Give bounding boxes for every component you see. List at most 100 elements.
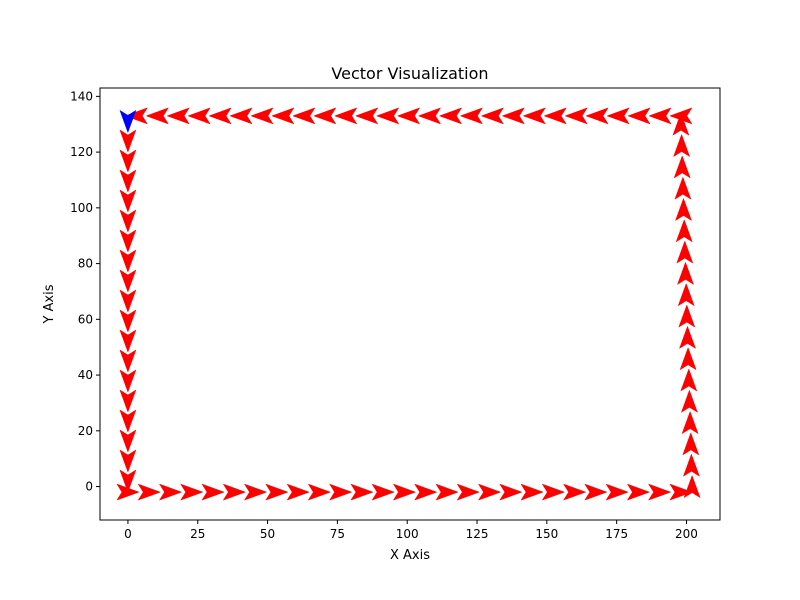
vector-arrow	[499, 483, 523, 501]
vector-arrow	[673, 155, 691, 179]
vector-arrow	[119, 189, 137, 213]
vector-arrow	[166, 107, 190, 125]
chart-title: Vector Visualization	[331, 64, 488, 83]
vector-arrow	[119, 329, 137, 353]
vector-arrow	[243, 483, 268, 501]
x-axis-label: X Axis	[390, 548, 430, 563]
vector-arrow	[119, 209, 137, 233]
vector-arrow	[648, 483, 672, 501]
vector-arrow	[396, 107, 421, 125]
x-tick-label: 0	[124, 527, 132, 541]
vector-arrow	[265, 483, 289, 501]
vector-arrow	[313, 107, 337, 125]
vector-arrow	[119, 289, 137, 313]
vector-arrow	[477, 483, 502, 501]
vector-arrow	[677, 282, 695, 307]
vector-arrow	[119, 249, 137, 273]
vector-arrow	[564, 107, 588, 125]
vector-arrow	[119, 369, 137, 393]
vector-arrow	[680, 389, 698, 413]
vector-arrow	[678, 304, 696, 328]
plot-area	[99, 87, 721, 521]
vector-arrow	[250, 107, 274, 125]
vector-arrow	[673, 133, 691, 158]
vector-arrow	[119, 269, 137, 293]
vector-arrow	[350, 483, 374, 501]
vector-arrow	[119, 409, 137, 433]
vector-arrow	[145, 107, 169, 125]
y-axis-ticks: 0 20 40 60 80 100 120 140	[70, 89, 100, 494]
vector-field	[116, 107, 701, 501]
vector-arrow	[208, 107, 232, 125]
vector-arrow	[137, 483, 161, 501]
vector-arrow	[627, 107, 651, 125]
vector-arrow	[119, 129, 137, 153]
vector-arrow	[354, 107, 379, 125]
y-tick-label: 120	[70, 145, 93, 159]
vector-arrow	[676, 240, 694, 264]
vector-arrow	[669, 107, 693, 125]
vector-arrow	[501, 107, 525, 125]
y-tick-label: 140	[70, 89, 93, 103]
start-vector-arrow	[119, 109, 137, 134]
vector-arrow	[119, 309, 137, 333]
vector-arrow	[456, 483, 480, 501]
vector-arrow	[119, 449, 137, 473]
vector-arrow	[392, 483, 417, 501]
vector-arrow	[119, 429, 137, 453]
vector-arrow	[119, 349, 137, 373]
vector-arrow	[158, 483, 183, 501]
vector-arrow	[271, 107, 295, 125]
vector-arrow	[584, 483, 608, 501]
vector-arrow	[679, 346, 697, 371]
vector-arrow	[119, 169, 137, 193]
x-tick-label: 25	[190, 527, 205, 541]
vector-arrow	[124, 107, 148, 125]
vector-arrow	[522, 107, 546, 125]
vector-arrow	[119, 469, 137, 493]
vector-arrow	[606, 107, 630, 125]
vector-arrow	[585, 107, 609, 125]
vector-arrow	[680, 368, 698, 392]
x-tick-label: 50	[260, 527, 275, 541]
x-tick-label: 100	[396, 527, 419, 541]
vector-arrow	[459, 107, 483, 125]
vector-arrow	[119, 149, 137, 173]
x-tick-label: 175	[605, 527, 628, 541]
x-tick-label: 200	[675, 527, 698, 541]
vector-arrow	[648, 107, 672, 125]
vector-arrow	[677, 261, 694, 285]
vector-arrow	[520, 483, 544, 501]
vector-arrow	[605, 483, 629, 501]
vector-arrow	[229, 107, 253, 125]
vector-arrow	[681, 410, 699, 435]
y-tick-label: 100	[70, 201, 93, 215]
vector-arrow	[286, 483, 310, 501]
vector-arrow	[334, 107, 358, 125]
vector-arrow	[375, 107, 400, 125]
y-tick-label: 60	[78, 312, 93, 326]
vector-arrow	[672, 112, 690, 136]
vector-arrow	[682, 432, 700, 456]
x-tick-label: 150	[535, 527, 558, 541]
y-tick-label: 80	[78, 257, 93, 271]
vector-arrow	[543, 107, 567, 125]
vector-arrow	[679, 325, 696, 349]
vector-arrow	[201, 483, 225, 501]
x-tick-label: 125	[466, 527, 489, 541]
vector-arrow	[438, 107, 463, 125]
vector-arrow	[563, 483, 587, 501]
x-axis-ticks: 0 25 50 75 100 125 150 175 200	[124, 520, 698, 541]
vector-arrow	[683, 474, 701, 499]
vector-arrow	[187, 107, 211, 125]
x-tick-label: 75	[330, 527, 345, 541]
vector-arrow	[541, 483, 566, 501]
y-tick-label: 0	[85, 480, 93, 494]
vector-arrow	[307, 483, 332, 501]
vector-arrow	[119, 389, 137, 413]
vector-arrow	[626, 483, 651, 501]
vector-arrow	[682, 453, 700, 477]
vector-arrow	[292, 107, 316, 125]
